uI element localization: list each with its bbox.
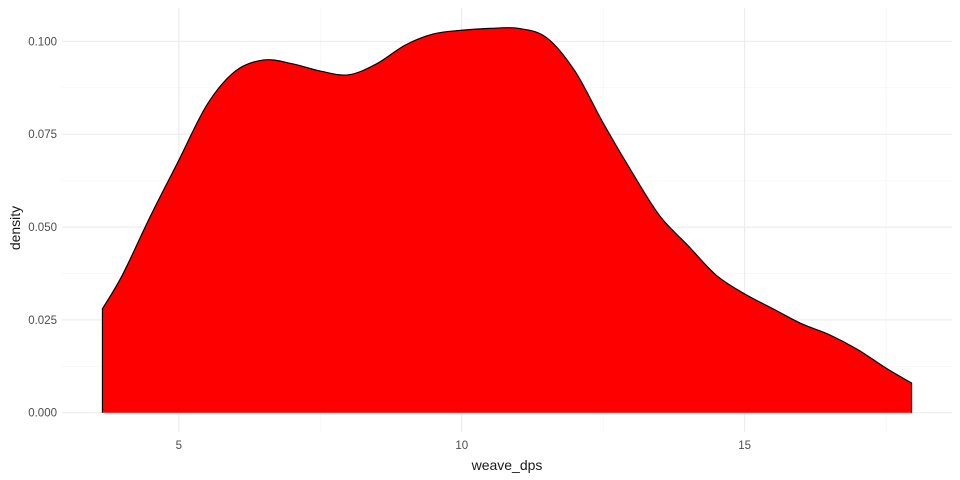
y-axis: 0.000 0.025 0.050 0.075 0.100 [28,36,57,419]
density-fill [102,27,912,413]
density-area [101,27,913,413]
density-line [101,27,913,413]
y-tick-label: 0.100 [28,36,57,48]
y-tick-label: 0.000 [28,408,57,420]
y-tick-label: 0.025 [28,315,57,327]
x-tick-label: 5 [176,440,182,452]
x-axis-title: weave_dps [471,457,543,473]
x-tick-label: 10 [455,440,468,452]
x-tick-label: 15 [738,440,751,452]
x-axis: 5 10 15 [176,440,751,452]
y-axis-title: density [7,206,23,250]
y-tick-label: 0.050 [28,222,57,234]
y-tick-label: 0.075 [28,129,57,141]
